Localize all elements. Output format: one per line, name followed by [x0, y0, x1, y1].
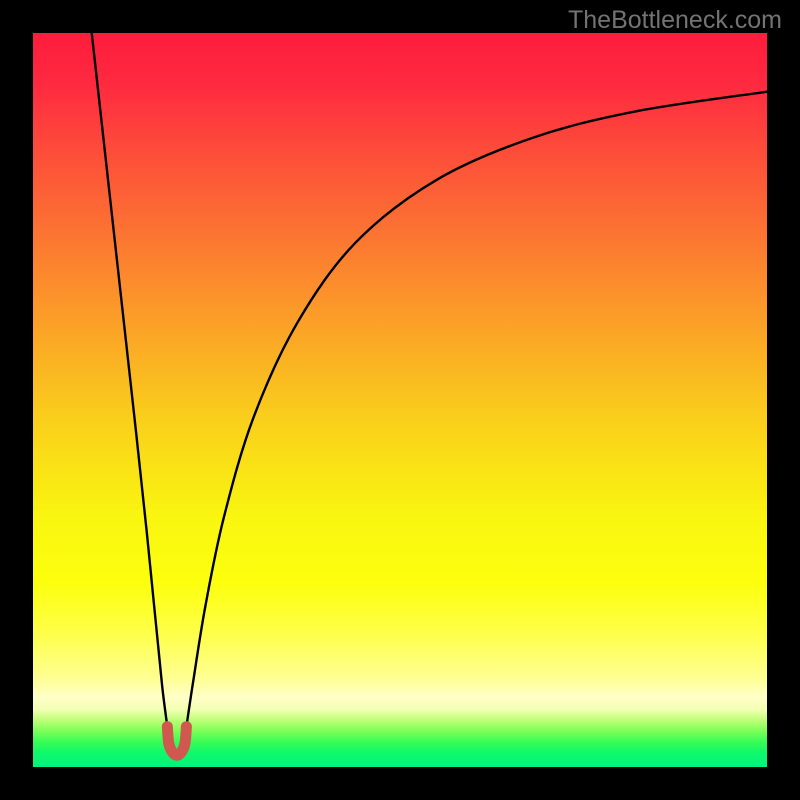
- gradient-background: [33, 33, 767, 767]
- watermark-text: TheBottleneck.com: [568, 6, 782, 35]
- plot-area: [33, 33, 767, 767]
- plot-svg: [33, 33, 767, 767]
